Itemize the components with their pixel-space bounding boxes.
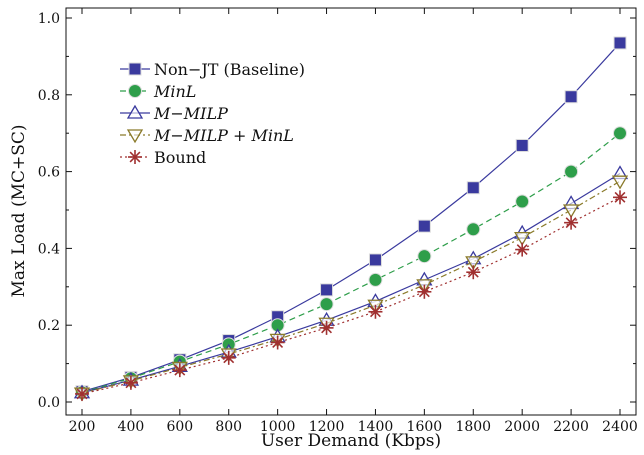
y-tick-label: 0.6 [38,165,60,181]
data-point [319,320,334,335]
legend-label: Bound [154,148,206,167]
data-point [172,363,187,378]
legend-label: MinL [153,82,196,101]
y-tick-label: 1.0 [38,11,60,27]
x-tick-label: 600 [166,419,193,435]
series-line [81,42,621,393]
legend-label: M−MILP + MinL [153,126,294,145]
data-point [417,249,432,264]
y-axis-title: Max Load (MC+SC) [9,124,29,297]
data-point [515,242,530,257]
x-tick-label: 1400 [358,419,394,435]
y-tick-label: 0.8 [38,88,60,104]
data-point [368,253,382,267]
series-4 [75,190,627,401]
data-point [417,219,431,233]
legend-marker [128,62,142,76]
data-point [320,283,334,297]
series-1 [75,126,627,400]
data-point [466,181,480,195]
data-point [466,222,481,237]
data-point [368,272,383,287]
x-tick-label: 400 [118,419,145,435]
data-point [611,175,629,190]
series-line [81,132,621,393]
x-tick-label: 1800 [455,419,491,435]
x-tick-label: 1000 [260,419,296,435]
x-axis-title: User Demand (Kbps) [261,431,441,451]
data-point [319,297,334,312]
data-point [514,231,531,246]
legend: Non−JT (Baseline) MinL M−MILP M−MILP + MinL… [120,60,305,167]
series-line [81,173,621,394]
x-axis: 200 400 600 800 1000 1200 1400 1600 1800 2000 2200… [69,8,638,435]
data-point [465,256,482,271]
data-point [515,138,529,152]
data-point [417,284,432,299]
series-line [81,180,621,394]
data-point [368,304,383,319]
data-point [221,350,236,365]
series-layer [73,36,629,402]
x-tick-label: 2000 [504,419,540,435]
x-tick-label: 200 [69,419,96,435]
data-point [123,375,138,390]
legend-label: M−MILP [153,104,228,123]
x-tick-label: 1600 [407,419,443,435]
data-point [270,335,285,350]
x-tick-label: 1200 [309,419,345,435]
legend-label: Non−JT (Baseline) [154,60,305,79]
data-point [564,90,578,104]
data-point [613,190,627,205]
x-tick-label: 800 [215,419,242,435]
x-tick-label: 2400 [602,419,638,435]
y-tick-label: 0.2 [38,318,60,334]
plot-area [65,7,637,416]
data-point [613,126,627,141]
data-point [562,204,580,219]
legend-marker [128,150,142,164]
data-point [515,194,530,209]
legend-marker [126,129,144,144]
x-tick-label: 2200 [553,419,589,435]
legend-marker [128,84,142,98]
data-point [75,386,89,401]
legend-marker [126,104,144,119]
y-tick-label: 0.0 [38,395,60,411]
y-axis: 0.0 0.2 0.4 0.6 0.8 1.0 [38,11,636,411]
y-tick-label: 0.4 [38,241,60,257]
data-point [564,215,579,230]
data-point [466,265,481,280]
data-point [613,36,627,50]
data-point [564,164,579,179]
